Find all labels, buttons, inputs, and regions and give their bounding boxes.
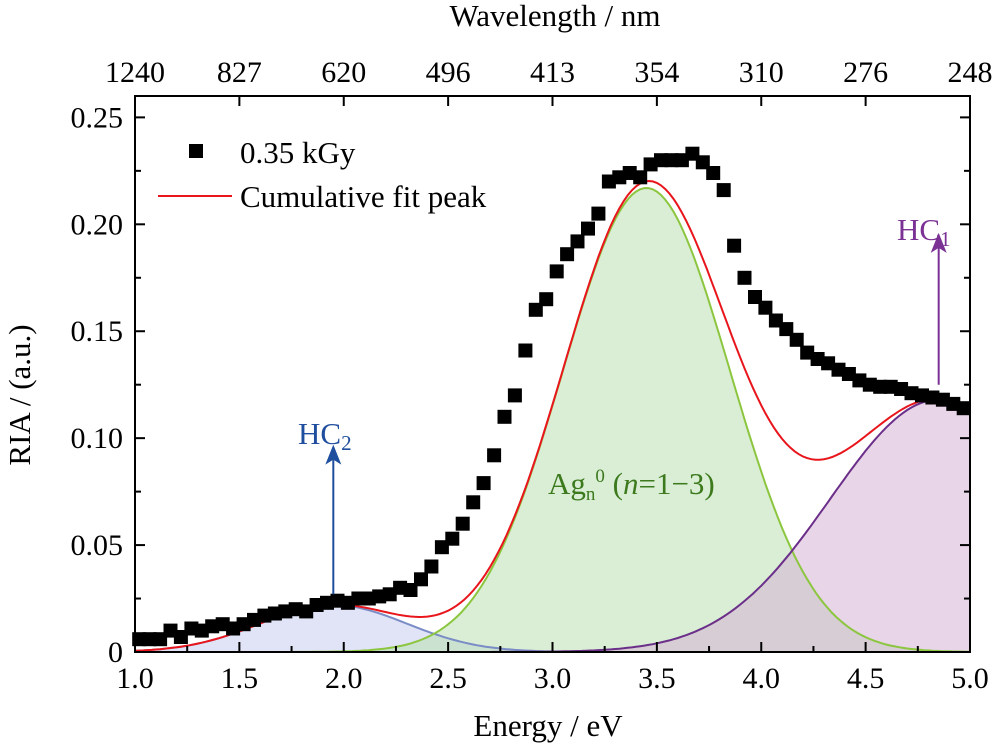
y-tick-label: 0.25 <box>71 101 124 134</box>
data-point <box>487 448 502 463</box>
top-tick-label: 827 <box>217 56 262 89</box>
data-point <box>727 238 742 253</box>
data-point <box>737 270 752 285</box>
data-point <box>758 300 773 315</box>
data-point <box>748 290 762 304</box>
hc2-peak-fill <box>135 605 970 652</box>
axis-ticks <box>134 96 971 653</box>
legend-label-fit: Cumulative fit peak <box>240 179 487 214</box>
top-tick-label: 620 <box>321 56 366 89</box>
y-tick-label: 0.20 <box>71 208 124 241</box>
data-point <box>445 531 460 546</box>
x-tick-label: 3.5 <box>638 662 676 695</box>
data-point <box>789 332 804 347</box>
agn-sub: n <box>586 484 596 505</box>
legend: 0.35 kGy Cumulative fit peak <box>158 135 487 214</box>
agn-label: Agn0 (n=1−3) <box>548 466 715 505</box>
hc2-sub: 2 <box>341 431 352 455</box>
annotations: HC2 Agn0 (n=1−3) HC1 <box>298 212 951 595</box>
top-tick-label: 276 <box>843 56 888 89</box>
peak-fills <box>135 188 970 652</box>
data-point <box>779 322 794 337</box>
hc1-label: HC1 <box>897 212 951 251</box>
data-points <box>132 146 971 647</box>
data-point <box>560 247 575 262</box>
legend-marker-square <box>189 144 203 158</box>
data-point <box>424 559 439 574</box>
hc2-arrow-head <box>325 444 342 465</box>
top-tick-label: 248 <box>948 56 993 89</box>
x-tick-label: 4.5 <box>847 662 885 695</box>
data-point <box>706 166 721 180</box>
x-tick-label: 1.5 <box>221 662 259 695</box>
agn0-peak-fill <box>135 188 970 652</box>
top-tick-label: 413 <box>530 56 575 89</box>
y-axis-title: RIA / (a.u.) <box>2 324 37 465</box>
data-point <box>403 583 418 597</box>
hc1-arrow-head <box>930 232 947 253</box>
data-point <box>414 572 428 587</box>
data-point <box>455 516 470 531</box>
data-point <box>507 388 522 403</box>
x-tick-label: 5.0 <box>951 662 989 695</box>
agn-open: ( <box>605 466 623 501</box>
data-point <box>549 264 564 279</box>
top-tick-label: 310 <box>739 56 784 89</box>
x-tick-label: 4.0 <box>743 662 781 695</box>
x-tick-label: 2.5 <box>429 662 467 695</box>
data-point <box>497 409 512 424</box>
hc1-peak-fill <box>135 399 970 652</box>
data-point <box>466 495 481 510</box>
top-tick-label: 1240 <box>105 56 165 89</box>
top-axis-title: Wavelength / nm <box>449 0 660 33</box>
data-point <box>956 401 971 416</box>
data-point <box>518 343 533 358</box>
agn-base: Ag <box>548 466 586 501</box>
data-point <box>581 221 595 236</box>
data-point <box>570 234 585 249</box>
data-point <box>476 476 491 491</box>
x-tick-label: 1.0 <box>116 662 154 695</box>
data-point <box>695 155 710 170</box>
agn-range: =1−3) <box>638 466 714 501</box>
legend-label-data: 0.35 kGy <box>240 135 356 170</box>
x-tick-label: 2.0 <box>325 662 363 695</box>
hc2-base: HC <box>298 416 341 451</box>
top-tick-label: 496 <box>426 56 471 89</box>
y-tick-label: 0.10 <box>71 422 124 455</box>
hc1-sub: 1 <box>940 227 951 251</box>
x-axis-title: Energy / eV <box>473 708 623 743</box>
data-point <box>591 206 606 221</box>
agn-var: n <box>623 466 639 501</box>
data-point <box>633 170 648 185</box>
y-tick-label: 0.05 <box>71 529 124 562</box>
data-point <box>528 302 543 317</box>
y-tick-label: 0.15 <box>71 315 124 348</box>
y-tick-label: 0 <box>108 636 123 669</box>
data-point <box>539 292 554 307</box>
x-tick-label: 3.0 <box>534 662 572 695</box>
hc2-label: HC2 <box>298 416 352 455</box>
data-point <box>716 183 731 198</box>
tick-labels: 1.0 1.5 2.0 2.5 3.0 3.5 4.0 4.5 5.0 0 0.05 0.10 0.15… <box>71 56 993 695</box>
hc1-base: HC <box>897 212 940 247</box>
top-tick-label: 354 <box>634 56 679 89</box>
agn-sup: 0 <box>595 466 605 487</box>
